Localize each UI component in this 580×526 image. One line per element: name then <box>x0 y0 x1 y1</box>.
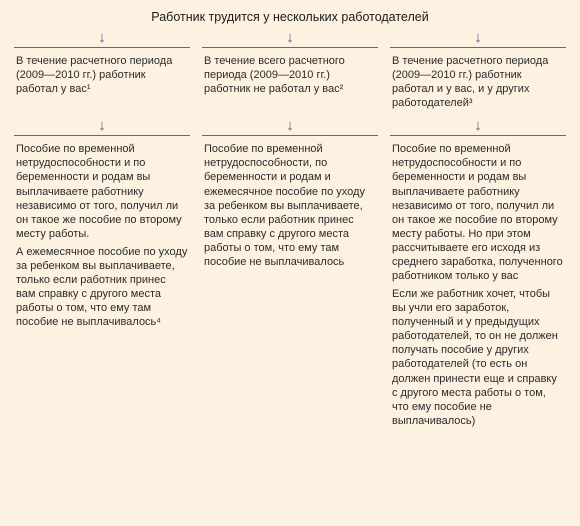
down-arrow-icon: ↓ <box>390 118 566 133</box>
column-body: Пособие по временной нетрудоспособности … <box>390 135 566 434</box>
body-paragraph: Пособие по временной нетрудоспособности,… <box>204 142 376 269</box>
body-paragraph: Пособие по временной нетрудоспособности … <box>392 142 564 283</box>
body-paragraph: А ежемесячное пособие по уходу за ребенк… <box>16 245 188 329</box>
down-arrow-icon: ↓ <box>202 118 378 133</box>
down-arrow-icon: ↓ <box>14 118 190 133</box>
column-head: В течение расчетного периода (2009—2010 … <box>14 47 190 102</box>
down-arrow-icon: ↓ <box>202 30 378 45</box>
body-paragraph: Если же работник хочет, чтобы вы учли ег… <box>392 287 564 428</box>
column-head: В течение всего расчетного периода (2009… <box>202 47 378 102</box>
flowchart-canvas: Работник трудится у нескольких работодат… <box>0 0 580 526</box>
body-paragraph: Пособие по временной нетрудоспособности … <box>16 142 188 241</box>
header-row: В течение расчетного периода (2009—2010 … <box>14 47 566 116</box>
arrow-row-1: ↓ ↓ ↓ <box>14 28 566 47</box>
column-body: Пособие по временной нетрудоспособности … <box>14 135 190 335</box>
column-body: Пособие по временной нетрудоспособности,… <box>202 135 378 275</box>
down-arrow-icon: ↓ <box>390 30 566 45</box>
down-arrow-icon: ↓ <box>14 30 190 45</box>
arrow-row-2: ↓ ↓ ↓ <box>14 116 566 135</box>
chart-title: Работник трудится у нескольких работодат… <box>14 8 566 28</box>
column-head: В течение расчетного периода (2009—2010 … <box>390 47 566 116</box>
body-row: Пособие по временной нетрудоспособности … <box>14 135 566 434</box>
